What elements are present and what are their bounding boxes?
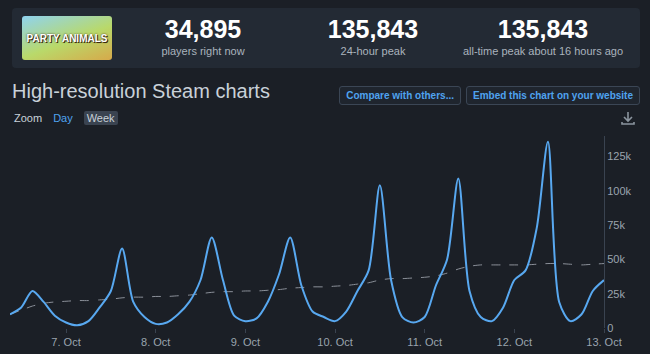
svg-text:75k: 75k xyxy=(607,219,625,231)
html-text:all-time peak about 16 hours a: all-time peak about 16 hours ago xyxy=(462,45,624,57)
svg-text:10. Oct: 10. Oct xyxy=(317,336,352,348)
html-text:Day: Day xyxy=(53,112,73,124)
html-text:Week: Week xyxy=(86,112,115,124)
svg-text:12. Oct: 12. Oct xyxy=(497,336,532,348)
html-text:High-resolution Steam charts: High-resolution Steam charts xyxy=(12,80,270,102)
svg-text:7. Oct: 7. Oct xyxy=(51,336,80,348)
svg-text:0: 0 xyxy=(607,322,613,334)
html-text:players right now: players right now xyxy=(161,45,245,57)
svg-text:50k: 50k xyxy=(607,253,625,265)
html-text:24-hour peak: 24-hour peak xyxy=(340,45,406,57)
svg-text:25k: 25k xyxy=(607,288,625,300)
html-text:34,895: 34,895 xyxy=(164,15,242,43)
html-text:Compare with others...: Compare with others... xyxy=(346,90,454,101)
svg-text:100k: 100k xyxy=(607,185,631,197)
html-text:135,843: 135,843 xyxy=(327,15,419,43)
html-text:PARTY ANIMALS: PARTY ANIMALS xyxy=(26,32,108,44)
html-text:Embed this chart on your websi: Embed this chart on your website xyxy=(473,90,633,101)
html-text:135,843: 135,843 xyxy=(497,15,589,43)
svg-text:11. Oct: 11. Oct xyxy=(407,336,442,348)
svg-text:13. Oct: 13. Oct xyxy=(586,336,621,348)
svg-text:8. Oct: 8. Oct xyxy=(141,336,170,348)
svg-text:9. Oct: 9. Oct xyxy=(231,336,260,348)
svg-text:125k: 125k xyxy=(607,150,631,162)
html-text:Zoom: Zoom xyxy=(14,112,43,124)
